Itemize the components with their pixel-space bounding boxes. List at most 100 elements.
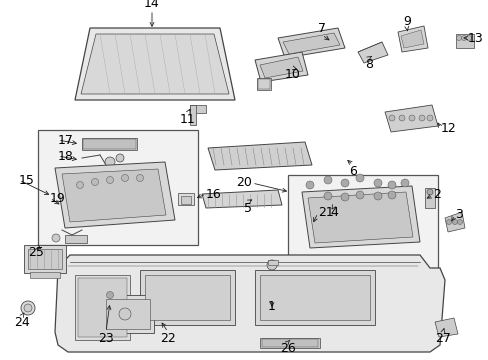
Polygon shape [400, 30, 423, 48]
Bar [260, 338, 319, 348]
Circle shape [461, 36, 466, 40]
Text: 7: 7 [317, 22, 325, 35]
Polygon shape [81, 34, 228, 94]
Text: 17: 17 [58, 134, 74, 147]
Polygon shape [384, 105, 437, 132]
Circle shape [106, 176, 113, 184]
Bar [254, 270, 374, 325]
Polygon shape [55, 162, 175, 228]
Circle shape [457, 220, 462, 225]
Polygon shape [100, 286, 122, 305]
Bar [24, 245, 66, 273]
Text: 25: 25 [28, 246, 44, 259]
Circle shape [373, 179, 381, 187]
Bar [83, 139, 136, 149]
Circle shape [387, 181, 395, 189]
Text: 11: 11 [180, 113, 196, 126]
Bar [260, 275, 369, 320]
Polygon shape [307, 192, 412, 243]
Bar [145, 275, 229, 320]
Bar [257, 78, 270, 90]
Circle shape [398, 115, 404, 121]
Bar [106, 299, 150, 329]
Circle shape [324, 176, 331, 184]
Circle shape [426, 115, 432, 121]
Bar [190, 105, 196, 125]
Text: 20: 20 [236, 176, 251, 189]
Text: 14: 14 [144, 0, 160, 10]
Text: 26: 26 [280, 342, 295, 355]
Circle shape [106, 292, 113, 298]
Polygon shape [434, 318, 457, 337]
Bar [267, 260, 278, 265]
Text: 24: 24 [14, 316, 30, 329]
Circle shape [408, 115, 414, 121]
Polygon shape [397, 26, 427, 52]
Polygon shape [283, 33, 339, 54]
Bar [65, 235, 87, 243]
Polygon shape [302, 186, 419, 248]
Text: 13: 13 [467, 31, 483, 45]
Text: 3: 3 [454, 208, 462, 221]
Text: 10: 10 [285, 68, 300, 81]
Circle shape [305, 181, 313, 189]
Text: 21: 21 [317, 207, 333, 220]
Circle shape [355, 191, 363, 199]
Bar [190, 105, 205, 113]
Circle shape [387, 191, 395, 199]
Text: 2: 2 [432, 189, 440, 202]
Circle shape [466, 36, 470, 40]
Polygon shape [75, 28, 235, 100]
Bar [78, 278, 127, 337]
Bar [75, 275, 130, 340]
Text: 18: 18 [58, 149, 74, 162]
Polygon shape [55, 255, 444, 352]
Polygon shape [207, 142, 311, 170]
Text: 9: 9 [402, 15, 410, 28]
Circle shape [388, 115, 394, 121]
Bar [38, 130, 198, 245]
Circle shape [426, 189, 432, 195]
Bar [455, 34, 473, 48]
Polygon shape [357, 42, 387, 63]
Circle shape [266, 260, 276, 270]
Bar [181, 196, 191, 204]
Text: 4: 4 [329, 206, 337, 219]
Text: 22: 22 [160, 332, 176, 345]
Circle shape [24, 304, 32, 312]
Circle shape [136, 175, 143, 181]
Polygon shape [444, 212, 464, 232]
Text: 1: 1 [267, 300, 275, 313]
Bar [262, 339, 317, 347]
Bar [28, 249, 62, 269]
Circle shape [121, 175, 128, 181]
Polygon shape [254, 52, 307, 82]
Circle shape [418, 115, 424, 121]
Polygon shape [278, 28, 345, 58]
Text: 23: 23 [98, 332, 114, 345]
Circle shape [52, 234, 60, 242]
Bar [287, 175, 437, 270]
Bar [178, 193, 194, 205]
Bar [30, 272, 60, 278]
Circle shape [446, 220, 450, 225]
Text: 27: 27 [434, 332, 450, 345]
Text: 16: 16 [205, 188, 221, 201]
Bar [424, 188, 434, 208]
Circle shape [76, 181, 83, 189]
Bar [82, 138, 137, 150]
Circle shape [91, 179, 98, 185]
Bar [258, 79, 269, 89]
Circle shape [355, 174, 363, 182]
Circle shape [340, 193, 348, 201]
Circle shape [400, 179, 408, 187]
Text: 6: 6 [348, 165, 356, 178]
Circle shape [324, 192, 331, 200]
Text: 15: 15 [19, 174, 35, 186]
Text: 19: 19 [50, 192, 65, 204]
Polygon shape [202, 190, 282, 208]
Circle shape [21, 301, 35, 315]
Bar [140, 270, 235, 325]
Circle shape [116, 154, 124, 162]
Polygon shape [62, 169, 165, 222]
